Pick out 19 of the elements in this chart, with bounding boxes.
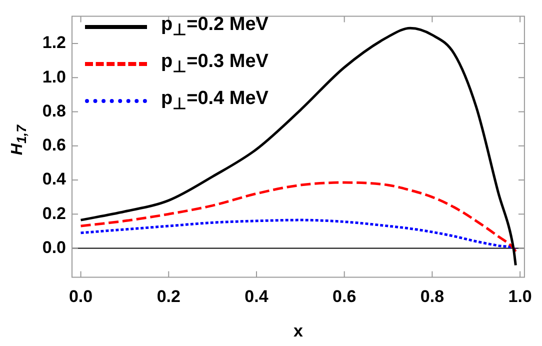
y-tick-label: 0.0 [42, 238, 66, 257]
legend-label: p$_{⊥}$=0.4 MeV [161, 88, 268, 114]
line-series [80, 218, 517, 252]
x-tick-label: 0.8 [420, 287, 444, 306]
y-tick-label: 0.4 [42, 170, 67, 189]
y-tick-label: 0.2 [42, 204, 66, 223]
x-tick-label: 0.6 [332, 287, 356, 306]
line-series [80, 181, 517, 253]
y-tick-label: 0.8 [42, 101, 66, 120]
x-tick-label: 1.0 [508, 287, 532, 306]
x-tick-label: 0.4 [244, 287, 269, 306]
x-axis-title: x [293, 321, 304, 340]
y-tick-label: 0.6 [42, 136, 66, 155]
legend-label: p$_{⊥}$=0.3 MeV [161, 50, 268, 76]
legend-label: p$_{⊥}$=0.2 MeV [161, 14, 268, 40]
y-tick-label: 1.2 [42, 33, 66, 52]
x-tick-label: 0.0 [68, 287, 93, 306]
y-tick-label: 1.0 [42, 67, 66, 86]
x-tick-label: 0.2 [156, 287, 180, 306]
